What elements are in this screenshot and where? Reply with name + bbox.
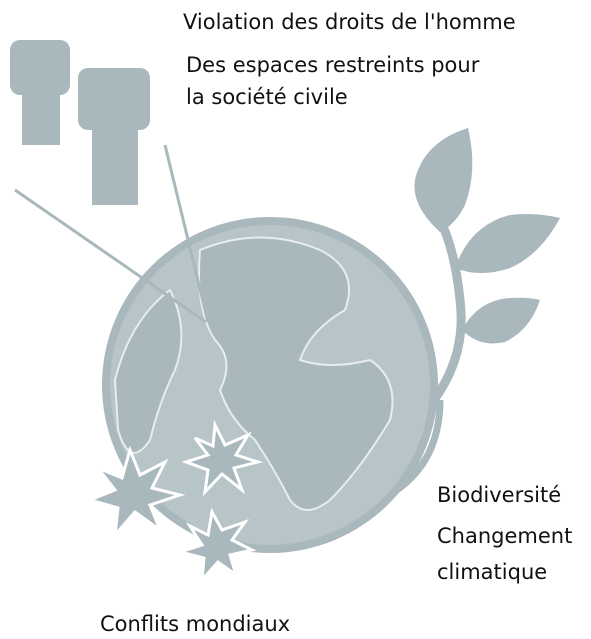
- label-climate: Changement: [437, 524, 572, 548]
- label-human-rights: Violation des droits de l'homme: [183, 10, 516, 34]
- label-civil-society: Des espaces restreints pour: [186, 53, 480, 77]
- fists: [10, 40, 150, 205]
- label-conflicts: Conflits mondiaux: [100, 612, 290, 636]
- explosions: [85, 419, 264, 585]
- pointer-lines: [14, 144, 210, 324]
- label-civil-society: la société civile: [186, 85, 348, 109]
- label-climate: climatique: [437, 560, 547, 584]
- label-biodiversity: Biodiversité: [437, 483, 561, 507]
